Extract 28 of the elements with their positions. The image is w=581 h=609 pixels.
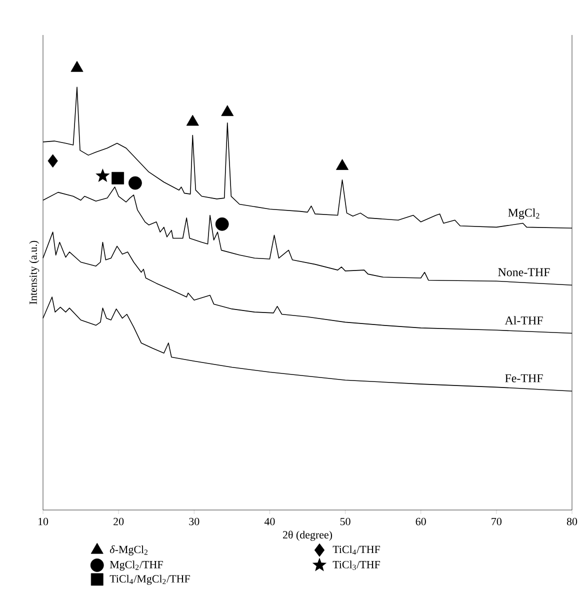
legend-label: δ-MgCl$_{2}$: [110, 545, 148, 556]
x-tick-label: 20: [114, 518, 124, 526]
legend-label: TiCl$_{4}$/THF: [332, 545, 380, 555]
point: [215, 217, 229, 231]
x-tick-label: 80: [566, 518, 578, 526]
x-tick-label: 40: [264, 518, 275, 526]
point: [221, 105, 234, 116]
x-tick-label: 50: [340, 518, 350, 526]
series-label: Al-THF: [504, 316, 543, 324]
y-axis-title: Intensity (a.u.): [29, 240, 40, 304]
x-tick-label: 10: [38, 518, 48, 526]
x-tick-label: 30: [189, 518, 200, 526]
x-axis-title: 2θ (degree): [283, 530, 332, 541]
legend-label: MgCl$_{2}$/THF: [110, 560, 163, 571]
point: [70, 60, 84, 72]
point: [336, 159, 349, 170]
point: [48, 154, 58, 168]
x-tick-label: 70: [492, 518, 502, 526]
series-label: Fe-THF: [505, 374, 543, 382]
legend-label: TiCl$_{3}$/THF: [332, 560, 380, 570]
legend-label: TiCl$_{4}$/MgCl$_{2}$/THF: [110, 574, 190, 585]
point: [96, 168, 110, 182]
series-label: None-THF: [498, 268, 550, 276]
point: [128, 176, 142, 190]
series-label: MgCl$_{2}$: [508, 208, 540, 220]
point: [186, 114, 199, 126]
point: [112, 172, 124, 184]
x-tick-label: 60: [416, 518, 426, 526]
